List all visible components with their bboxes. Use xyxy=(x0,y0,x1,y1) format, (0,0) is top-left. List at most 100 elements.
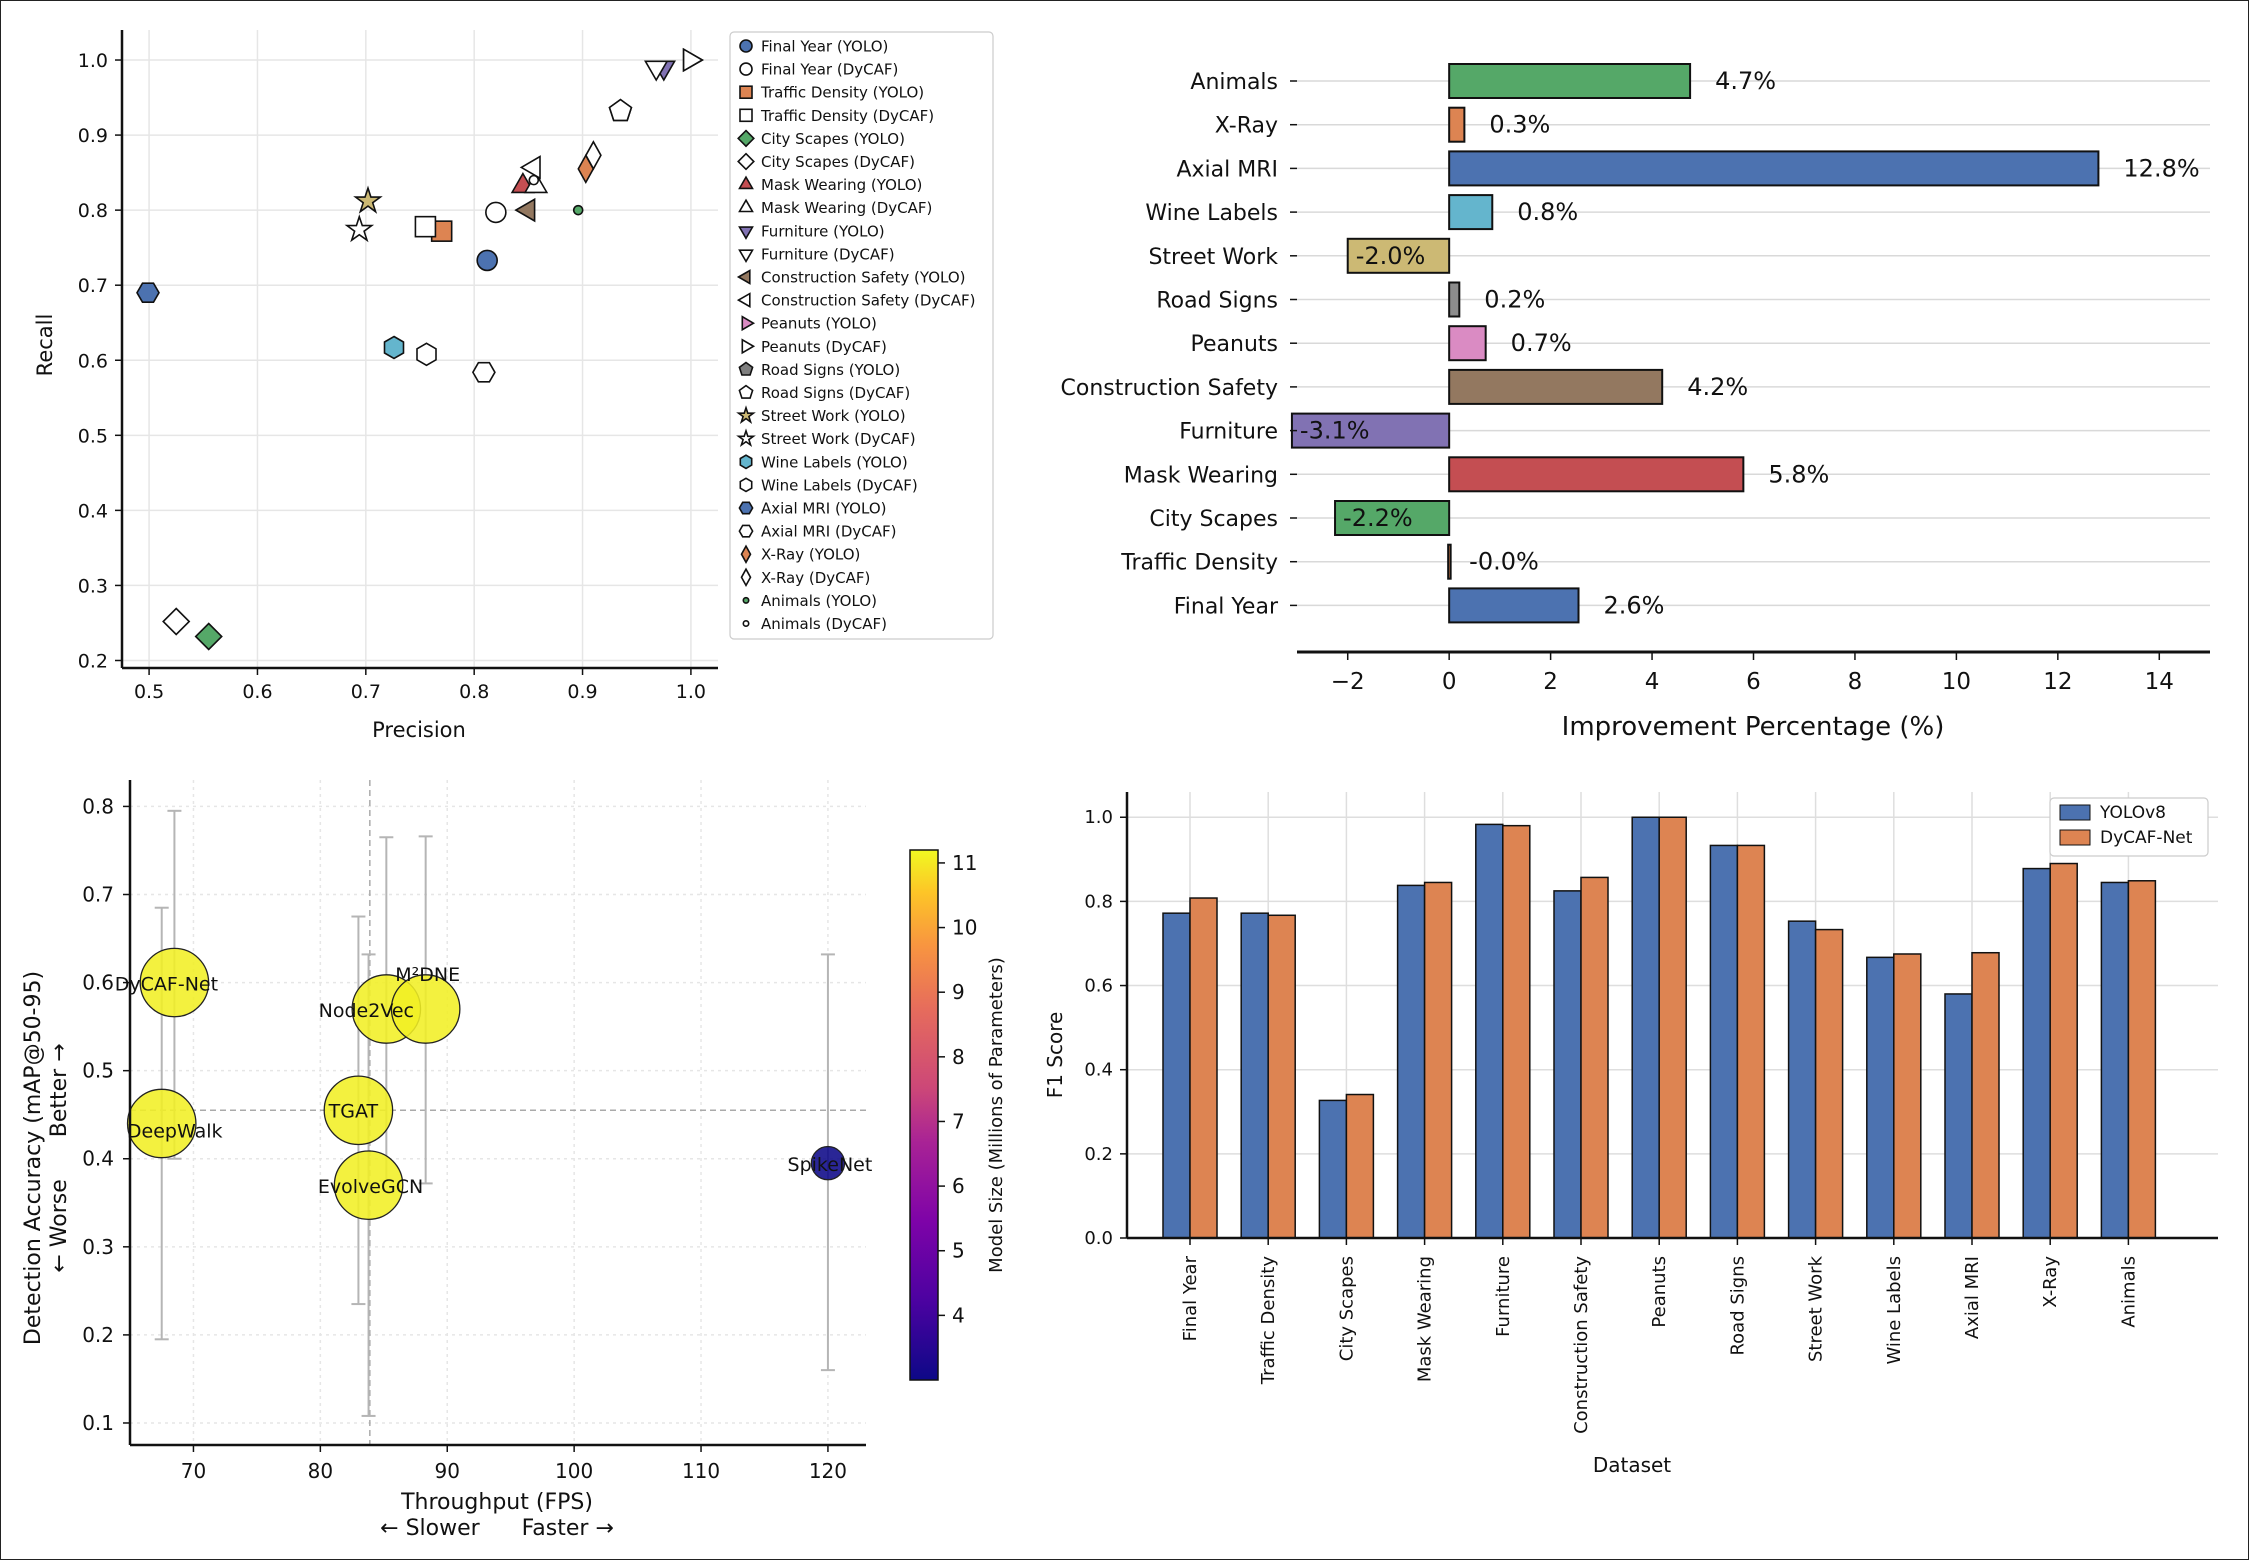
y-tick-label: 0.9 xyxy=(78,125,108,147)
colorbar-tick-label: 9 xyxy=(952,980,965,1004)
legend-marker-road-signs-dycaf xyxy=(738,384,754,399)
x-tick-label: City Scapes xyxy=(1336,1256,1357,1361)
legend-label: Traffic Density (DyCAF) xyxy=(760,107,934,125)
category-label: Furniture xyxy=(1179,420,1278,445)
bar-mask-wearing xyxy=(1448,456,1745,493)
bar-dycaf-net-furniture xyxy=(1502,824,1531,1239)
data-point-city-scapes-dycaf xyxy=(162,607,191,636)
bar-value-label: 0.7% xyxy=(1511,329,1572,357)
bar-dycaf-net-road-signs xyxy=(1736,844,1766,1239)
legend-marker-axial-mri-dycaf xyxy=(738,524,754,538)
legend-marker-city-scapes-dycaf xyxy=(737,152,755,171)
bar-yolov8-construction-safety xyxy=(1553,890,1582,1239)
y-tick-label: 0.6 xyxy=(78,350,108,372)
y-tick-label: 0.3 xyxy=(78,575,108,597)
x-tick-label: 2 xyxy=(1543,669,1558,695)
x-axis-direction-label: ← Slower Faster → xyxy=(380,1516,614,1541)
x-axis-label: Throughput (FPS) xyxy=(400,1490,593,1515)
y-tick-label: 0.5 xyxy=(78,425,108,447)
bubble-label: EvolveGCN xyxy=(318,1176,423,1198)
bar-value-label: 4.2% xyxy=(1687,373,1748,401)
bar-traffic-density xyxy=(1447,543,1452,580)
legend-marker-x-ray-yolo xyxy=(740,544,752,564)
legend-label: Wine Labels (YOLO) xyxy=(761,453,908,471)
bar-animals xyxy=(1448,63,1692,99)
legend-marker-construction-safety-dycaf xyxy=(736,292,751,308)
legend-label: City Scapes (YOLO) xyxy=(761,130,905,148)
y-tick-label: 0.8 xyxy=(78,200,108,222)
data-point-final-year-dycaf xyxy=(485,201,507,224)
x-tick-label: 1.0 xyxy=(676,681,706,703)
bar-yolov8-road-signs xyxy=(1709,844,1739,1239)
throughput-accuracy-bubble-chart: DyCAF-Net DeepWalk TGAT EvolveGCN Node2Vec M²… xyxy=(21,780,1007,1541)
y-tick-label: 0.0 xyxy=(1084,1228,1113,1249)
x-tick-label: Mask Wearing xyxy=(1415,1256,1436,1382)
legend-swatch-yolov8 xyxy=(2059,804,2091,821)
category-label: Final Year xyxy=(1174,594,1279,619)
y-tick-label: 0.4 xyxy=(82,1147,114,1171)
legend-label: Construction Safety (DyCAF) xyxy=(761,292,976,310)
legend-marker-road-signs-yolo xyxy=(738,361,754,376)
bar-value-label: -0.0% xyxy=(1469,548,1539,576)
bar-axial-mri xyxy=(1448,150,2100,187)
bubble-label: DyCAF-Net xyxy=(115,974,218,996)
data-point-final-year-yolo xyxy=(476,249,498,272)
category-label: Construction Safety xyxy=(1061,376,1278,401)
legend-label: Street Work (YOLO) xyxy=(761,407,906,425)
bar-furniture xyxy=(1290,412,1451,449)
legend-marker-city-scapes-yolo xyxy=(737,129,755,148)
legend-marker-furniture-dycaf xyxy=(738,249,754,263)
bar-value-label: 12.8% xyxy=(2123,154,2199,182)
bubble-evolvegcn xyxy=(333,1150,404,1221)
bubble-tgat xyxy=(323,1075,394,1146)
category-label: X-Ray xyxy=(1215,114,1278,139)
y-axis-label: Recall xyxy=(33,314,57,377)
colorbar-tick-label: 8 xyxy=(952,1045,965,1069)
bar-dycaf-net-axial-mri xyxy=(1971,951,2000,1239)
bubble-label: Node2Vec xyxy=(319,1000,414,1022)
f1-score-grouped-bar-chart: 0.0 0.2 0.4 0.6 0.8 1.0 Final Year Traffic Dens… xyxy=(1043,792,2218,1477)
improvement-bar-chart: 4.7% 0.3% 12.8% 0.8% -2.0% 0.2% 0.7% 4.2% -3.1% 5… xyxy=(1061,63,2210,742)
bar-dycaf-net-traffic-density xyxy=(1267,914,1296,1239)
bubble-label: SpikeNet xyxy=(788,1154,873,1176)
data-point-axial-mri-dycaf xyxy=(471,361,496,383)
legend-label: Furniture (DyCAF) xyxy=(761,245,895,263)
bar-yolov8-city-scapes xyxy=(1318,1099,1348,1239)
legend: YOLOv8 DyCAF-Net xyxy=(2049,797,2209,857)
x-tick-label: 8 xyxy=(1848,669,1863,695)
colorbar-tick-label: 10 xyxy=(952,916,977,940)
legend-marker-axial-mri-yolo xyxy=(738,501,754,515)
data-point-x-ray-dycaf xyxy=(584,140,602,171)
colorbar: 4 5 6 7 8 9 10 11 Model Size (Millions of Parame… xyxy=(909,849,1007,1381)
legend-swatch-dycaf-net xyxy=(2059,829,2091,846)
bar-yolov8-final-year xyxy=(1162,912,1191,1239)
x-tick-label: Road Signs xyxy=(1727,1256,1748,1356)
x-tick-label: −2 xyxy=(1331,669,1365,695)
bar-value-label: 5.8% xyxy=(1768,460,1829,488)
y-tick-label: 1.0 xyxy=(1084,807,1113,828)
bar-dycaf-net-city-scapes xyxy=(1345,1093,1375,1239)
x-tick-label: Axial MRI xyxy=(1962,1256,1983,1339)
data-point-peanuts-dycaf xyxy=(682,47,704,73)
x-tick-label: 14 xyxy=(2145,669,2174,695)
x-tick-label: 120 xyxy=(809,1459,847,1483)
legend-label: X-Ray (DyCAF) xyxy=(761,569,870,587)
data-point-city-scapes-yolo xyxy=(194,622,223,651)
legend-label: Animals (DyCAF) xyxy=(761,615,887,633)
bar-wine-labels xyxy=(1448,194,1494,231)
category-label: Mask Wearing xyxy=(1124,463,1278,488)
legend-marker-street-work-yolo xyxy=(736,405,756,424)
legend-label: Peanuts (DyCAF) xyxy=(761,338,887,356)
bar-dycaf-net-x-ray xyxy=(2049,862,2078,1239)
colorbar-tick-label: 5 xyxy=(952,1239,965,1263)
bar-dycaf-net-animals xyxy=(2127,880,2157,1239)
category-label: Traffic Density xyxy=(1120,551,1278,576)
bar-value-label: 0.2% xyxy=(1484,286,1545,314)
category-label: Axial MRI xyxy=(1176,157,1278,182)
bar-city-scapes xyxy=(1334,500,1451,536)
y-tick-label: 0.2 xyxy=(78,650,108,672)
category-label: Peanuts xyxy=(1191,332,1278,357)
legend-marker-x-ray-dycaf xyxy=(740,567,752,588)
y-tick-label: 0.8 xyxy=(82,794,114,818)
